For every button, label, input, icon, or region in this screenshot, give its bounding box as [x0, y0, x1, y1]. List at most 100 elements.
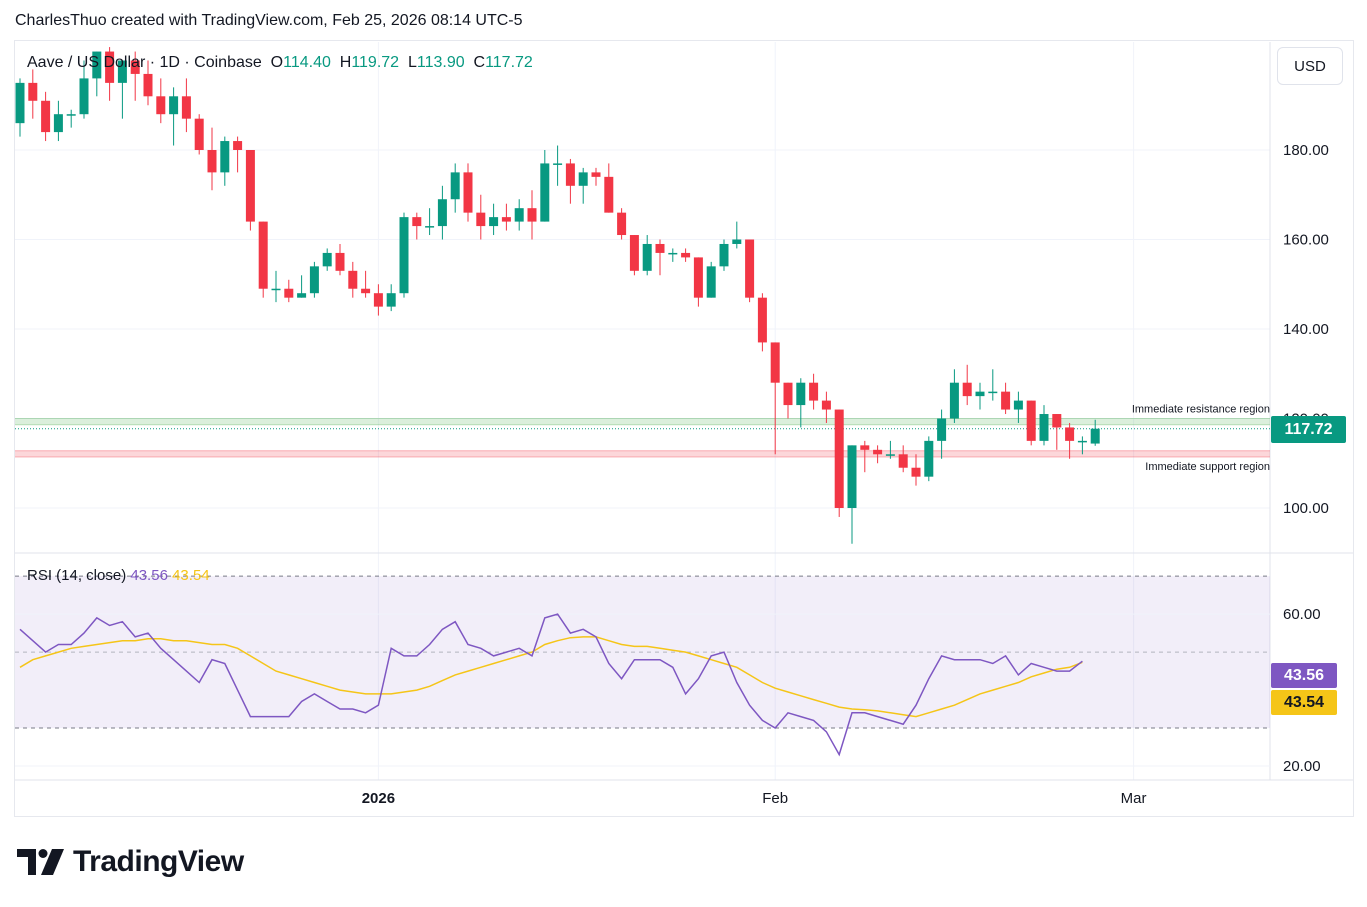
candle	[207, 127, 217, 191]
candle	[450, 163, 460, 213]
candle	[1039, 405, 1049, 446]
tradingview-logo[interactable]: TradingView	[17, 845, 244, 879]
candle	[41, 91, 51, 142]
candle	[1026, 400, 1036, 446]
candle-body	[988, 391, 998, 394]
candle	[783, 382, 793, 419]
candle	[540, 150, 550, 222]
candle	[297, 275, 307, 298]
candle-body	[399, 217, 409, 294]
candle-body	[143, 73, 153, 97]
candle-body	[207, 150, 217, 173]
candle	[66, 109, 76, 128]
candle	[796, 378, 806, 428]
candle	[386, 284, 396, 312]
candle-body	[821, 400, 831, 410]
candle	[937, 409, 947, 459]
candle-body	[130, 60, 140, 74]
candle-body	[309, 266, 319, 294]
candle-body	[757, 297, 767, 343]
candle	[655, 239, 665, 276]
candle-body	[1039, 414, 1049, 441]
candle-body	[553, 163, 563, 165]
candle	[399, 212, 409, 298]
candle-body	[258, 221, 268, 289]
candle	[271, 270, 281, 303]
candle-body	[335, 252, 345, 271]
candle-body	[962, 382, 972, 397]
time-axis-label: 2026	[362, 790, 395, 807]
candle-body	[412, 217, 422, 227]
candle-body	[1013, 400, 1023, 410]
candle-body	[514, 208, 524, 222]
candle-body	[373, 293, 383, 307]
candle-body	[117, 60, 127, 83]
candle-body	[66, 114, 76, 116]
candle	[591, 167, 601, 186]
rsi-value-tag: 43.56	[1271, 663, 1337, 688]
candle	[322, 248, 332, 271]
candle	[1013, 391, 1023, 423]
candle	[962, 364, 972, 406]
candle-body	[233, 141, 243, 150]
candle-body	[53, 114, 63, 133]
candle	[809, 373, 819, 410]
candle	[92, 51, 102, 97]
candle-body	[847, 445, 857, 508]
candle	[514, 199, 524, 231]
candle-body	[975, 391, 985, 397]
candle	[1001, 382, 1011, 415]
candle-body	[1065, 427, 1075, 441]
candle	[719, 239, 729, 271]
candle-body	[629, 235, 639, 271]
candle-body	[1090, 428, 1100, 444]
rsi-ma-value-tag: 43.54	[1271, 690, 1337, 715]
candle	[642, 235, 652, 276]
currency-button[interactable]: USD	[1277, 47, 1343, 85]
rsi-ma-line	[19, 636, 1083, 718]
candle	[898, 445, 908, 473]
candle	[553, 145, 563, 186]
candle-body	[681, 252, 691, 258]
candle-body	[463, 172, 473, 213]
candle	[194, 114, 204, 155]
candle-body	[706, 266, 716, 298]
candle-body	[949, 382, 959, 419]
time-axis-label: Feb	[762, 790, 788, 807]
candle-body	[501, 217, 511, 222]
candle-body	[28, 82, 38, 101]
candle-body	[41, 100, 51, 133]
candle-body	[617, 212, 627, 236]
candle-body	[834, 409, 844, 508]
candle	[28, 69, 38, 119]
candle	[361, 270, 371, 298]
candle-body	[476, 212, 486, 227]
candle-body	[898, 454, 908, 468]
candle	[757, 293, 767, 352]
candle	[617, 208, 627, 240]
candle	[770, 342, 780, 455]
candle	[143, 60, 153, 106]
candle	[1077, 436, 1087, 455]
last-price-tag: 117.72	[1271, 416, 1346, 443]
candle	[169, 87, 179, 146]
candle-body	[194, 118, 204, 150]
candle-body	[527, 208, 537, 222]
candle-body	[1001, 391, 1011, 410]
low-value: 113.90	[416, 54, 465, 71]
candle-body	[924, 440, 934, 477]
candle	[924, 436, 934, 482]
candle-body	[92, 51, 102, 79]
low-label: L	[407, 54, 417, 71]
support-label: Immediate support region	[1145, 461, 1270, 473]
candle-body	[284, 288, 294, 298]
rsi-legend: RSI (14, close) 43.56 43.54	[27, 567, 210, 584]
logo-text: TradingView	[73, 845, 244, 878]
candle-body	[604, 176, 614, 213]
candle-body	[245, 150, 255, 222]
price-axis-label: 100.00	[1283, 500, 1329, 517]
candle	[821, 391, 831, 423]
candle-body	[642, 243, 652, 271]
candle	[847, 445, 857, 544]
